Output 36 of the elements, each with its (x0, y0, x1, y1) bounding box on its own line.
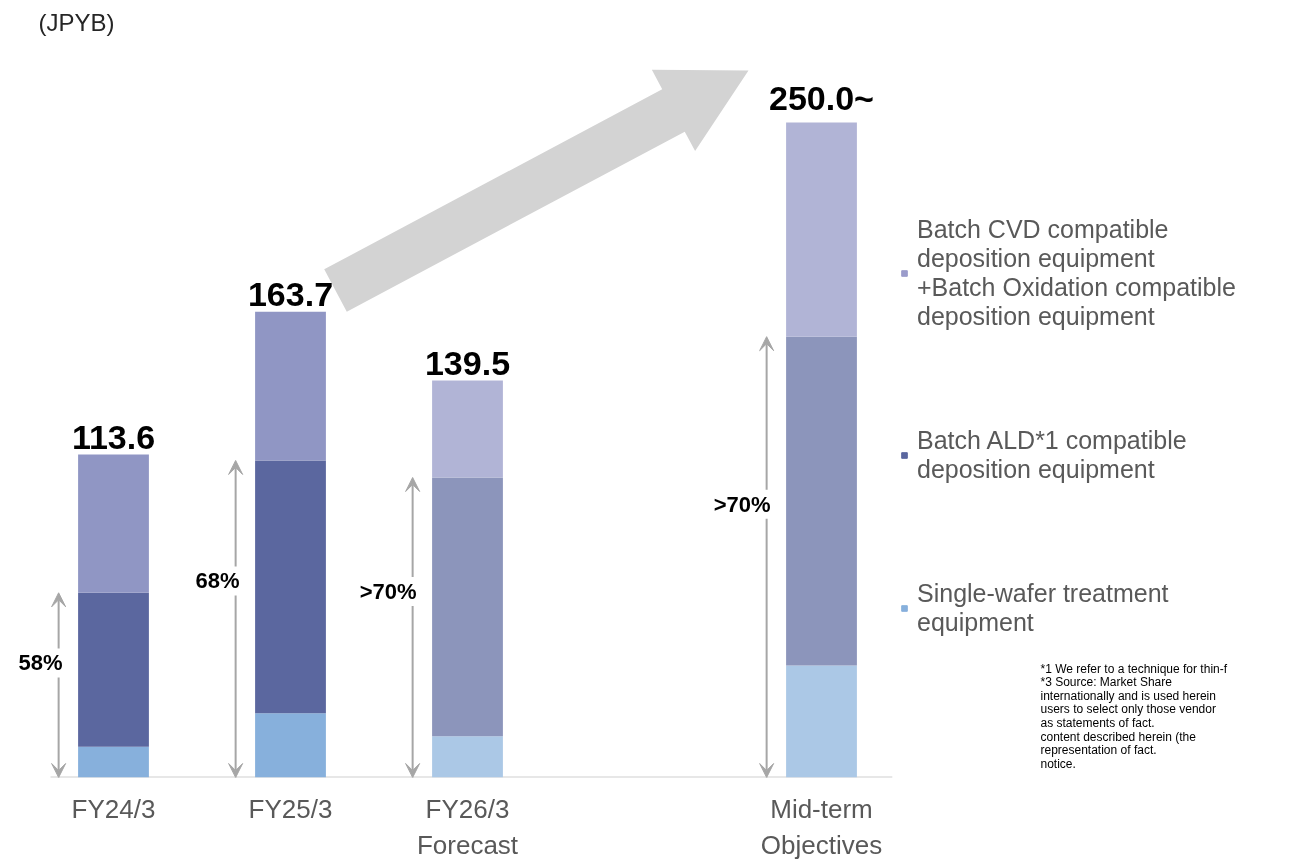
text: notice. (1040, 756, 1076, 771)
text: *3 Source: Market Share (1040, 675, 1173, 690)
x-tick-label: FY25/3 (248, 793, 333, 824)
text: *1 We refer to a technique for thin-f (1040, 661, 1228, 676)
bar (255, 460, 326, 714)
legend-label: Single-wafer treatment equipment (917, 579, 1169, 637)
bar (786, 336, 857, 666)
x-tick-label: Mid-term Objectives (760, 793, 883, 860)
x-tick-label: FY24/3 (71, 793, 156, 824)
bar (786, 122, 857, 337)
annotation: 58% (18, 650, 63, 676)
text: users to select only those vendor (1040, 702, 1216, 717)
bar (78, 746, 149, 778)
bar (786, 665, 857, 778)
annotation: 68% (195, 568, 240, 594)
text: representation of fact. (1040, 743, 1157, 758)
bar (432, 477, 503, 737)
bar (432, 736, 503, 778)
legend-label: Batch ALD*1 compatible deposition equipment (917, 426, 1187, 484)
annotation: >70% (713, 491, 771, 517)
bar (78, 592, 149, 747)
annotation: 163.7 (247, 274, 334, 313)
annotation: >70% (359, 579, 417, 605)
text: as statements of fact. (1040, 715, 1155, 730)
bar (255, 713, 326, 778)
annotation: 250.0~ (769, 78, 874, 117)
annotation: 113.6 (71, 417, 156, 456)
y-axis-title: (JPYB) (38, 9, 115, 36)
text: internationally and is used herein (1040, 688, 1216, 703)
legend-label: Batch CVD compatible deposition equipment +Batch Oxidation compatible deposition equipment (917, 215, 1236, 331)
annotation: 139.5 (424, 343, 511, 382)
bar (255, 311, 326, 461)
x-tick-label: FY26/3 Forecast (416, 793, 519, 860)
bar (78, 454, 149, 593)
text: content described herein (the (1040, 729, 1197, 744)
bar (432, 380, 503, 478)
